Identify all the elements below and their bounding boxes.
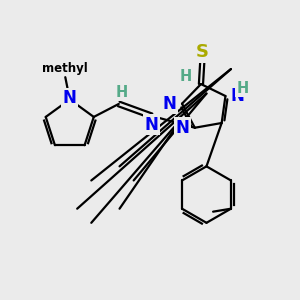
Text: N: N (231, 87, 245, 105)
Text: N: N (63, 89, 77, 107)
Text: S: S (196, 43, 209, 61)
Text: N: N (163, 95, 177, 113)
Text: H: H (237, 81, 249, 96)
Text: H: H (179, 69, 192, 84)
Text: N: N (176, 119, 190, 137)
Text: H: H (116, 85, 128, 100)
Text: N: N (145, 116, 158, 134)
Text: methyl: methyl (42, 62, 88, 75)
